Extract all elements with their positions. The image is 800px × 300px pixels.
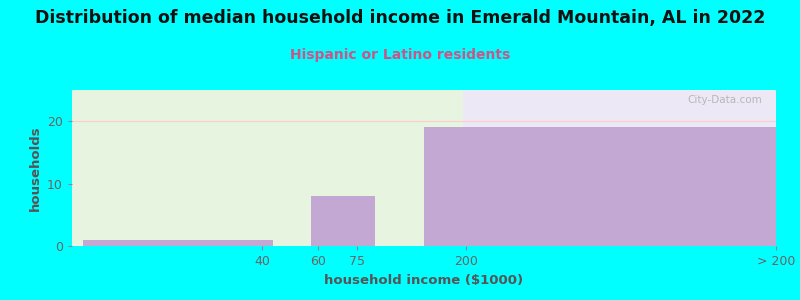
Bar: [72, 90, 462, 246]
X-axis label: household income ($1000): household income ($1000): [325, 274, 523, 286]
Bar: [82, 240, 273, 246]
Y-axis label: households: households: [29, 125, 42, 211]
Bar: [424, 128, 776, 246]
Bar: [311, 196, 374, 246]
Text: City-Data.com: City-Data.com: [687, 95, 762, 105]
Text: Distribution of median household income in Emerald Mountain, AL in 2022: Distribution of median household income …: [35, 9, 765, 27]
Bar: [462, 90, 776, 246]
Text: Hispanic or Latino residents: Hispanic or Latino residents: [290, 48, 510, 62]
